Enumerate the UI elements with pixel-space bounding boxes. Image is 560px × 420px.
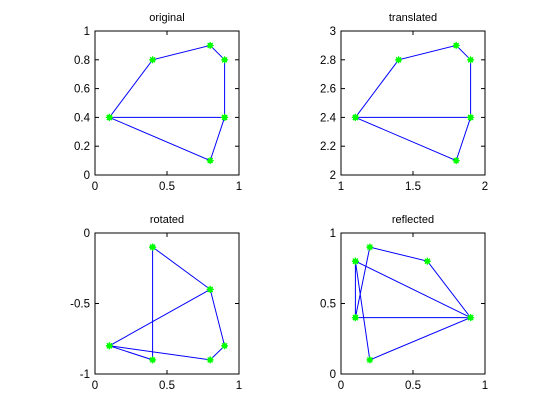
data-point <box>149 243 157 251</box>
data-point <box>206 285 214 293</box>
data-point <box>105 342 113 350</box>
x-tick-label: 2 <box>482 181 488 193</box>
data-point <box>351 257 359 265</box>
data-point <box>351 113 359 121</box>
data-point <box>149 356 157 364</box>
data-point <box>467 113 475 121</box>
y-tick-label: 2.8 <box>320 55 336 67</box>
y-tick-label: 0 <box>84 228 90 240</box>
y-tick-label: 3 <box>330 26 336 38</box>
chart-title: rotated <box>150 214 184 226</box>
y-tick-label: -1 <box>80 369 90 381</box>
y-tick-label: 0.6 <box>74 84 90 96</box>
y-tick-label: 0 <box>330 369 336 381</box>
y-tick-label: 0.8 <box>74 55 90 67</box>
y-tick-label: 0.5 <box>320 299 336 311</box>
subplot-translated: translated 1 1.5 2 2 2.2 2.4 2.6 2.8 3 <box>320 12 488 193</box>
data-point <box>105 113 113 121</box>
subplot-reflected: reflected 0 0.5 1 0 0.5 1 <box>320 214 488 392</box>
axes-frame <box>340 232 486 375</box>
y-tick-label: 2 <box>330 170 336 182</box>
data-point <box>467 314 475 322</box>
data-point <box>351 314 359 322</box>
data-point <box>423 257 431 265</box>
data-point <box>366 243 374 251</box>
data-point <box>221 113 229 121</box>
x-tick-label: 1 <box>236 380 242 392</box>
subplot-rotated: rotated 0 0.5 1 -1 -0.5 0 <box>70 214 242 392</box>
x-tick-label: 0 <box>92 380 98 392</box>
data-point <box>395 56 403 64</box>
x-tick-label: 1 <box>236 181 242 193</box>
y-tick-label: 2.4 <box>320 112 337 124</box>
x-tick-label: 0 <box>338 380 344 392</box>
chart-title: reflected <box>392 214 434 226</box>
data-point <box>206 41 214 49</box>
data-point <box>452 41 460 49</box>
data-point <box>149 56 157 64</box>
x-tick-label: 0.5 <box>405 380 421 392</box>
chart-title: translated <box>389 12 437 24</box>
x-tick-label: 1.5 <box>405 181 421 193</box>
data-point <box>452 157 460 165</box>
data-point <box>206 157 214 165</box>
x-tick-label: 1 <box>338 181 344 193</box>
x-tick-label: 1 <box>482 380 488 392</box>
subplot-original: original 0 0.5 1 0 0.2 0.4 0.6 0.8 1 <box>74 12 242 193</box>
y-tick-label: 0 <box>84 170 90 182</box>
y-tick-label: 2.2 <box>320 141 336 153</box>
data-point <box>366 356 374 364</box>
y-tick-label: 2.6 <box>320 84 336 96</box>
data-point <box>206 356 214 364</box>
data-point <box>467 56 475 64</box>
axes-frame <box>94 30 240 176</box>
axes-frame <box>94 232 240 375</box>
chart-title: original <box>149 12 184 24</box>
y-tick-label: 1 <box>330 228 336 240</box>
x-tick-label: 0 <box>92 181 98 193</box>
x-tick-label: 0.5 <box>159 380 175 392</box>
data-point <box>221 342 229 350</box>
y-tick-label: -0.5 <box>70 299 90 311</box>
y-tick-label: 0.2 <box>74 141 90 153</box>
data-point <box>221 56 229 64</box>
x-tick-label: 0.5 <box>159 181 175 193</box>
y-tick-label: 1 <box>84 26 90 38</box>
y-tick-label: 0.4 <box>74 112 91 124</box>
axes-frame <box>340 30 486 176</box>
